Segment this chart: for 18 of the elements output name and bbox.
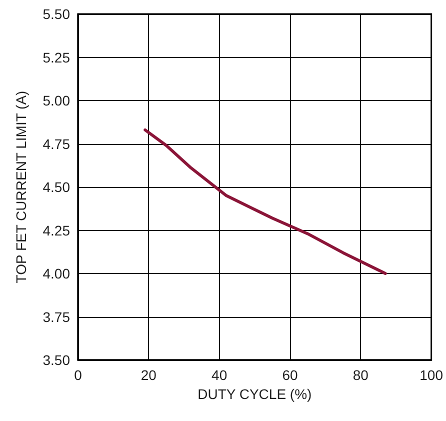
x-tick-label: 20 [140, 367, 157, 383]
x-tick-label: 80 [352, 367, 369, 383]
y-tick-label: 5.00 [42, 92, 70, 108]
y-tick-label: 4.50 [42, 179, 70, 195]
y-axis-title: TOP FET CURRENT LIMIT (A) [13, 90, 29, 284]
x-axis-title: DUTY CYCLE (%) [198, 386, 312, 402]
line-series [144, 128, 387, 275]
y-tick-label: 4.75 [42, 136, 70, 152]
y-tick-label: 3.50 [42, 352, 70, 368]
x-tick-label: 100 [420, 367, 444, 383]
y-tick-label: 4.00 [42, 266, 70, 282]
x-tick-label: 0 [74, 367, 82, 383]
y-tick-label: 3.75 [42, 308, 70, 325]
y-tick-label: 5.50 [42, 6, 70, 22]
y-tick-label: 5.25 [42, 49, 70, 66]
x-tick-label: 60 [282, 367, 298, 383]
y-tick-label: 4.25 [42, 222, 70, 238]
x-tick-label: 40 [212, 367, 228, 383]
